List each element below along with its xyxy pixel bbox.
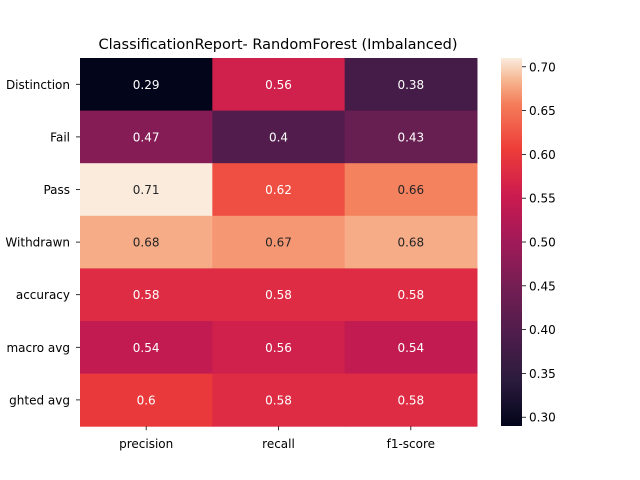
colorbar-tick-label: 0.50 (529, 236, 556, 250)
x-tick-label: precision (119, 437, 173, 451)
cell-value-label: 0.58 (133, 288, 160, 302)
heatmap-cell (212, 110, 346, 164)
heatmap-cells: 0.29 0.56 0.38 0.47 0.4 0.43 0.71 0.62 0.66 0.68 0… (80, 58, 478, 427)
y-tick-label: Pass (43, 183, 70, 197)
heatmap-cell (344, 321, 478, 375)
y-tick-label: ghted avg (9, 393, 70, 407)
y-tick-label: macro avg (6, 341, 70, 355)
cell-value-label: 0.29 (133, 78, 160, 92)
heatmap-cell (344, 163, 478, 217)
heatmap-cell (212, 268, 346, 322)
cell-value-label: 0.6 (137, 393, 156, 407)
colorbar-tick-label: 0.60 (529, 148, 556, 162)
heatmap-cell (344, 215, 478, 269)
heatmap-cell (80, 163, 213, 217)
heatmap-cell (212, 321, 346, 375)
colorbar-tick-label: 0.55 (529, 192, 556, 206)
y-tick-label: Distinction (6, 78, 70, 92)
x-axis: precision recall f1-score (119, 426, 435, 451)
heatmap-cell (212, 373, 346, 427)
cell-value-label: 0.58 (265, 288, 292, 302)
cell-value-label: 0.4 (269, 130, 288, 144)
cell-value-label: 0.54 (397, 341, 424, 355)
cell-value-label: 0.68 (133, 236, 160, 250)
y-axis: Distinction Fail Pass Withdrawn accuracy macr… (5, 78, 80, 407)
heatmap-cell (80, 110, 213, 164)
colorbar-tick-label: 0.35 (529, 367, 556, 381)
chart-title: ClassificationReport- RandomForest (Imba… (99, 37, 458, 53)
y-tick-label: Fail (50, 130, 70, 144)
colorbar-tick-label: 0.70 (529, 60, 556, 74)
heatmap-cell (80, 215, 213, 269)
heatmap-cell (80, 58, 213, 112)
heatmap-cell (212, 58, 346, 112)
heatmap-cell (344, 268, 478, 322)
heatmap-cell (80, 321, 213, 375)
cell-value-label: 0.68 (397, 236, 424, 250)
y-tick-label: accuracy (16, 288, 70, 302)
colorbar-tick-label: 0.65 (529, 104, 556, 118)
cell-value-label: 0.66 (397, 183, 424, 197)
heatmap-cell (344, 110, 478, 164)
cell-value-label: 0.43 (397, 130, 424, 144)
x-tick-label: recall (262, 437, 295, 451)
colorbar-tick-label: 0.30 (529, 411, 556, 425)
colorbar: 0.30 0.35 0.40 0.45 0.50 0.55 0.60 0.65 0.70 (501, 58, 556, 426)
cell-value-label: 0.62 (265, 183, 292, 197)
heatmap-cell (344, 373, 478, 427)
heatmap-cell (80, 373, 213, 427)
cell-value-label: 0.56 (265, 78, 292, 92)
cell-value-label: 0.58 (265, 393, 292, 407)
heatmap-cell (344, 58, 478, 112)
cell-value-label: 0.58 (397, 393, 424, 407)
heatmap-cell (212, 215, 346, 269)
colorbar-gradient (501, 58, 522, 426)
heatmap-cell (80, 268, 213, 322)
cell-value-label: 0.58 (397, 288, 424, 302)
colorbar-tick-label: 0.40 (529, 323, 556, 337)
y-tick-label: Withdrawn (5, 236, 70, 250)
cell-value-label: 0.67 (265, 236, 292, 250)
cell-value-label: 0.71 (133, 183, 160, 197)
cell-value-label: 0.56 (265, 341, 292, 355)
colorbar-tick-label: 0.45 (529, 279, 556, 293)
heatmap-cell (212, 163, 346, 217)
cell-value-label: 0.38 (397, 78, 424, 92)
x-tick-label: f1-score (387, 437, 435, 451)
cell-value-label: 0.54 (133, 341, 160, 355)
cell-value-label: 0.47 (133, 130, 160, 144)
